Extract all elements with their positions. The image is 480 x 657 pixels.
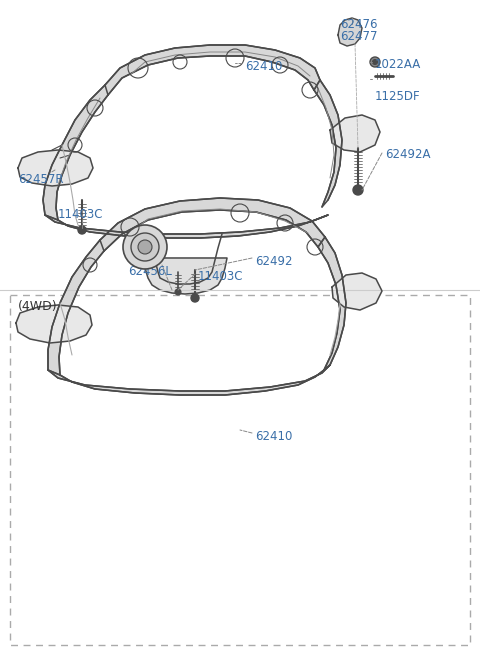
Circle shape — [131, 233, 159, 261]
Polygon shape — [105, 45, 320, 95]
Text: 62492A: 62492A — [385, 148, 431, 161]
Text: 1022AA: 1022AA — [375, 58, 421, 71]
Polygon shape — [338, 18, 362, 46]
Polygon shape — [16, 305, 92, 343]
Polygon shape — [45, 215, 328, 238]
Circle shape — [372, 60, 377, 64]
Polygon shape — [48, 365, 330, 395]
Circle shape — [175, 289, 181, 295]
Text: 11403C: 11403C — [58, 208, 104, 221]
Circle shape — [191, 294, 199, 302]
Text: (4WD): (4WD) — [18, 300, 58, 313]
Text: 62477: 62477 — [340, 30, 377, 43]
FancyBboxPatch shape — [10, 295, 470, 645]
Circle shape — [370, 57, 380, 67]
Polygon shape — [330, 115, 380, 152]
Polygon shape — [332, 273, 382, 310]
Circle shape — [138, 240, 152, 254]
Polygon shape — [143, 258, 227, 294]
Text: 62476: 62476 — [340, 18, 377, 31]
Polygon shape — [43, 85, 108, 220]
Text: 62457R: 62457R — [18, 173, 63, 186]
Polygon shape — [318, 237, 346, 370]
Text: 62492: 62492 — [255, 255, 292, 268]
Polygon shape — [100, 198, 325, 251]
Circle shape — [78, 226, 86, 234]
Polygon shape — [314, 80, 342, 207]
Text: 62410: 62410 — [255, 430, 292, 443]
Text: 62456L: 62456L — [128, 265, 172, 278]
Text: 62410: 62410 — [245, 60, 282, 73]
Polygon shape — [48, 240, 104, 375]
Circle shape — [353, 185, 363, 195]
Text: 11403C: 11403C — [198, 270, 243, 283]
Text: 1125DF: 1125DF — [375, 90, 420, 103]
Circle shape — [123, 225, 167, 269]
Polygon shape — [18, 150, 93, 186]
